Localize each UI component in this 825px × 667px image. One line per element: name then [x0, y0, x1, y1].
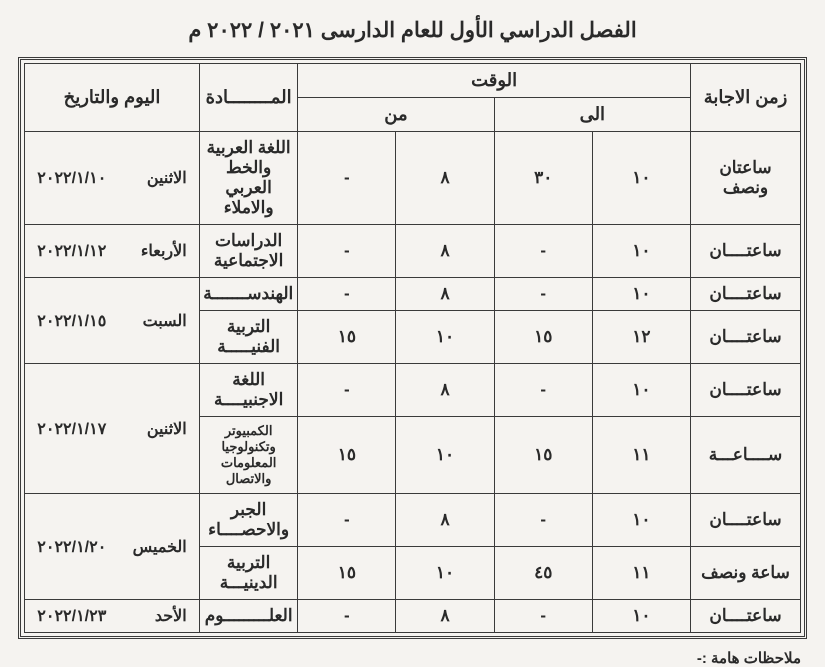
date-value: ٢٠٢٢/١/١٥	[37, 311, 127, 331]
day-name: الاثنين	[132, 419, 187, 439]
duration-cell: ساعتــــان	[691, 364, 801, 417]
subject-cell: الجبر والاحصــــاء	[200, 494, 298, 547]
time-from-hr: -	[298, 364, 396, 417]
time-to-hr: -	[494, 600, 592, 633]
day-name: الأحد	[132, 606, 187, 626]
time-from-min: ٨	[396, 494, 494, 547]
header-subject: المــــــــادة	[200, 64, 298, 132]
date-value: ٢٠٢٢/١/١٧	[37, 419, 127, 439]
date-value: ٢٠٢٢/١/١٠	[37, 168, 127, 188]
date-cell: الاثنين ٢٠٢٢/١/١٠	[25, 132, 200, 225]
header-time-to: الى	[494, 98, 690, 132]
duration-cell: ساعتــــان	[691, 278, 801, 311]
time-to-hr: ٣٠	[494, 132, 592, 225]
time-from-min: ٨	[396, 364, 494, 417]
time-from-min: ٨	[396, 600, 494, 633]
time-to-min: ١٢	[592, 311, 690, 364]
subject-cell: اللغة العربية والخط العربي والاملاء	[200, 132, 298, 225]
duration-cell: ساعة ونصف	[691, 547, 801, 600]
date-value: ٢٠٢٢/١/٢٠	[37, 537, 127, 557]
time-from-hr: ١٥	[298, 417, 396, 494]
time-to-min: ١٠	[592, 364, 690, 417]
subject-cell: اللغة الاجنبيــــة	[200, 364, 298, 417]
time-to-hr: -	[494, 225, 592, 278]
date-value: ٢٠٢٢/١/١٢	[37, 241, 127, 261]
duration-cell: ساعتان ونصف	[691, 132, 801, 225]
exam-schedule-table: زمن الاجابة الوقت المــــــــادة اليوم و…	[24, 63, 801, 633]
date-value: ٢٠٢٢/١/٢٣	[37, 606, 127, 626]
notes-label: ملاحظات هامة :-	[18, 649, 807, 667]
table-row: ساعتــــان١٠-٨-الهندســـــــةالسبت ٢٠٢٢/…	[25, 278, 801, 311]
duration-cell: ساعتــــان	[691, 311, 801, 364]
header-duration: زمن الاجابة	[691, 64, 801, 132]
time-to-min: ١٠	[592, 225, 690, 278]
page-title: الفصل الدراسي الأول للعام الدارسى ٢٠٢١ /…	[18, 18, 807, 43]
subject-cell: التربية الدينيـــة	[200, 547, 298, 600]
time-to-min: ١٠	[592, 494, 690, 547]
time-from-hr: ١٥	[298, 311, 396, 364]
duration-cell: ساعتــــان	[691, 600, 801, 633]
table-row: ساعتــــان١٠-٨-الجبر والاحصــــاءالخميس …	[25, 494, 801, 547]
day-name: السبت	[132, 311, 187, 331]
header-date: اليوم والتاريخ	[25, 64, 200, 132]
time-to-hr: -	[494, 278, 592, 311]
table-row: ساعتــــان١٠-٨-الدراسات الاجتماعيةالأربع…	[25, 225, 801, 278]
table-body: ساعتان ونصف١٠٣٠٨-اللغة العربية والخط الع…	[25, 132, 801, 633]
time-from-hr: ١٥	[298, 547, 396, 600]
time-to-hr: ٤٥	[494, 547, 592, 600]
time-to-hr: ١٥	[494, 417, 592, 494]
time-to-min: ١٠	[592, 132, 690, 225]
subject-cell: الكمبيوتر وتكنولوجيا المعلومات والاتصال	[200, 417, 298, 494]
table-row: ساعتــــان١٠-٨-العلـــــــــومالأحد ٢٠٢٢…	[25, 600, 801, 633]
time-from-min: ١٠	[396, 547, 494, 600]
date-cell: الخميس ٢٠٢٢/١/٢٠	[25, 494, 200, 600]
date-cell: الأربعاء ٢٠٢٢/١/١٢	[25, 225, 200, 278]
time-from-hr: -	[298, 600, 396, 633]
time-to-hr: -	[494, 494, 592, 547]
duration-cell: ســــاعـــة	[691, 417, 801, 494]
date-cell: السبت ٢٠٢٢/١/١٥	[25, 278, 200, 364]
time-to-min: ١٠	[592, 278, 690, 311]
time-to-hr: ١٥	[494, 311, 592, 364]
subject-cell: الدراسات الاجتماعية	[200, 225, 298, 278]
time-from-hr: -	[298, 132, 396, 225]
time-from-min: ٨	[396, 225, 494, 278]
header-time: الوقت	[298, 64, 691, 98]
date-cell: الأحد ٢٠٢٢/١/٢٣	[25, 600, 200, 633]
time-from-min: ٨	[396, 132, 494, 225]
time-to-min: ١١	[592, 547, 690, 600]
time-from-hr: -	[298, 494, 396, 547]
table-header: زمن الاجابة الوقت المــــــــادة اليوم و…	[25, 64, 801, 132]
day-name: الاثنين	[132, 168, 187, 188]
time-to-min: ١١	[592, 417, 690, 494]
day-name: الأربعاء	[132, 241, 187, 261]
date-cell: الاثنين ٢٠٢٢/١/١٧	[25, 364, 200, 494]
time-from-hr: -	[298, 278, 396, 311]
day-name: الخميس	[132, 537, 187, 557]
subject-cell: الهندســـــــة	[200, 278, 298, 311]
time-from-min: ١٠	[396, 311, 494, 364]
duration-cell: ساعتــــان	[691, 225, 801, 278]
time-from-min: ٨	[396, 278, 494, 311]
time-from-hr: -	[298, 225, 396, 278]
time-to-hr: -	[494, 364, 592, 417]
header-time-from: من	[298, 98, 494, 132]
subject-cell: العلـــــــــوم	[200, 600, 298, 633]
time-from-min: ١٠	[396, 417, 494, 494]
duration-cell: ساعتــــان	[691, 494, 801, 547]
table-row: ساعتان ونصف١٠٣٠٨-اللغة العربية والخط الع…	[25, 132, 801, 225]
time-to-min: ١٠	[592, 600, 690, 633]
subject-cell: التربية الفنيـــــة	[200, 311, 298, 364]
table-outer-border: زمن الاجابة الوقت المــــــــادة اليوم و…	[18, 57, 807, 639]
table-row: ساعتــــان١٠-٨-اللغة الاجنبيــــةالاثنين…	[25, 364, 801, 417]
